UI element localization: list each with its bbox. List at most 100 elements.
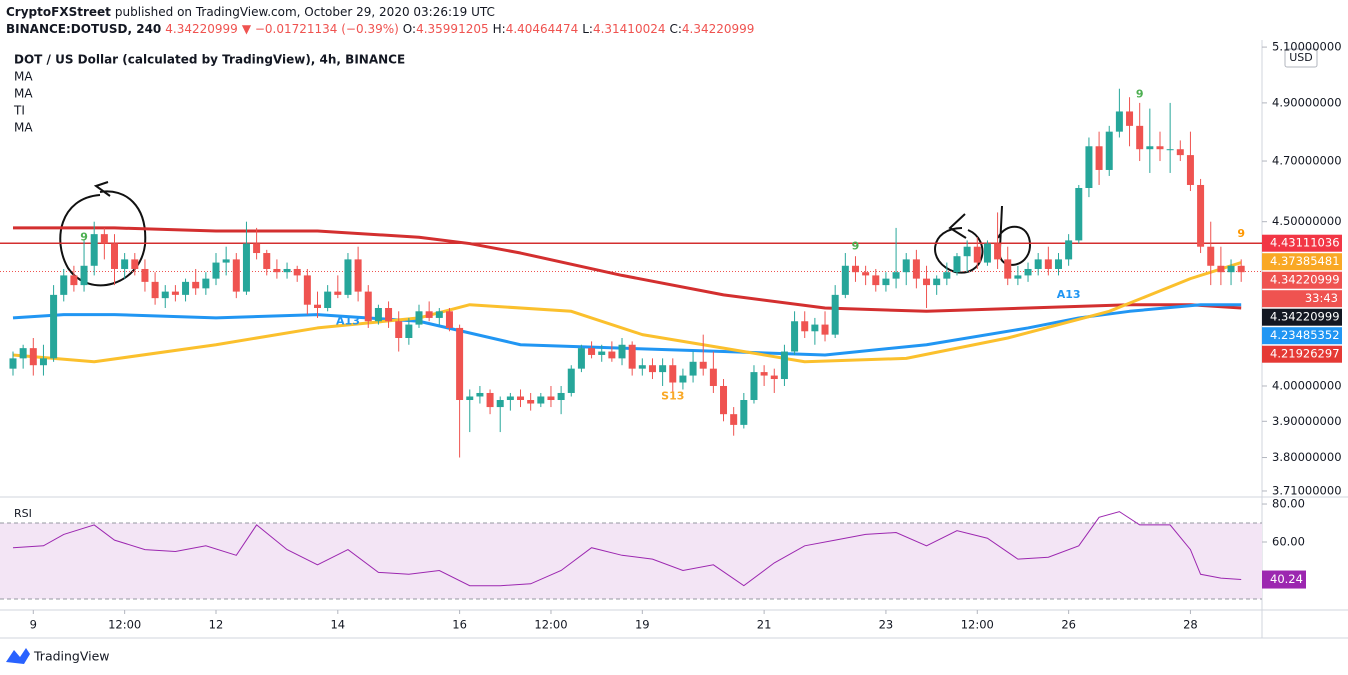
- candle-body: [70, 275, 78, 286]
- candle-body: [750, 372, 758, 401]
- candle-body: [973, 246, 981, 263]
- candle-body: [415, 311, 423, 325]
- header-line: CryptoFXStreet published on TradingView.c…: [6, 5, 495, 19]
- candle-body: [486, 392, 494, 408]
- candle-body: [1065, 240, 1073, 260]
- price-label: 4.37385481: [1270, 254, 1340, 268]
- currency: USD: [1289, 51, 1313, 64]
- candle-body: [618, 344, 626, 359]
- x-tick-label: 23: [879, 618, 894, 632]
- candle-body: [354, 259, 362, 292]
- publisher: CryptoFXStreet: [6, 5, 111, 19]
- candle-body: [435, 311, 443, 318]
- rsi-value-box: [1262, 570, 1306, 589]
- candle-body: [192, 281, 200, 289]
- candle-body: [983, 243, 991, 263]
- rsi-tick-label: 60.00: [1272, 535, 1305, 549]
- candle-body: [1004, 259, 1012, 279]
- footer-logo: TradingView: [6, 648, 110, 664]
- chart-title: DOT / US Dollar (calculated by TradingVi…: [14, 53, 405, 67]
- candle-body: [161, 291, 169, 299]
- candle-body: [1197, 184, 1205, 247]
- candle-body: [1095, 146, 1103, 170]
- logo-icon: [6, 648, 30, 664]
- published: published on TradingView.com, October 29…: [115, 5, 495, 19]
- y-tick-label: 3.80000000: [1272, 450, 1342, 464]
- moving-average: [12, 226, 1242, 313]
- candle-body: [720, 385, 728, 415]
- candle-body: [608, 351, 616, 359]
- rsi-title: RSI: [14, 507, 32, 520]
- candle-body: [699, 361, 707, 369]
- price-label: 4.34220999: [1270, 273, 1340, 287]
- candle-body: [517, 396, 525, 401]
- candle-body: [872, 275, 880, 286]
- ohlc-key: L:: [582, 22, 593, 36]
- price-label-box: [1262, 327, 1342, 345]
- candle-body: [892, 272, 900, 279]
- candle-body: [669, 365, 677, 383]
- hand-circle: [59, 190, 147, 287]
- candle-body: [1156, 146, 1164, 150]
- candle-body: [1237, 265, 1245, 273]
- candle-body: [9, 358, 17, 369]
- indicator: MA: [14, 87, 33, 101]
- candle-body: [1217, 265, 1225, 273]
- moving-average: [12, 303, 1242, 357]
- candle-body: [182, 281, 190, 295]
- candle-body: [506, 396, 514, 401]
- ohlc-key: O:: [403, 22, 416, 36]
- candle-body: [1207, 246, 1215, 266]
- symbol: BINANCE:DOTUSD, 240: [6, 22, 161, 36]
- x-tick-label: 12: [209, 618, 224, 632]
- x-tick-label: 12:00: [534, 618, 567, 632]
- candle-body: [994, 243, 1002, 260]
- change: ▼ −0.01721134 (−0.39%): [242, 22, 399, 36]
- candle-body: [730, 414, 738, 425]
- candle-body: [841, 265, 849, 295]
- ohlc-value: 4.31410024: [593, 22, 666, 36]
- candle-body: [547, 396, 555, 401]
- candle-body: [273, 268, 281, 273]
- price-label-box: [1262, 345, 1342, 363]
- ohlc-value: 4.34220999: [682, 22, 755, 36]
- signal-label: 9: [80, 230, 88, 243]
- price-label: 33:43: [1305, 291, 1338, 305]
- price-label-box: [1262, 234, 1342, 252]
- candle-body: [385, 307, 393, 322]
- x-tick-label: 19: [635, 618, 650, 632]
- candle-body: [912, 259, 920, 279]
- candle-body: [395, 321, 403, 338]
- candle-body: [496, 400, 504, 408]
- hand-arrow: [948, 213, 967, 239]
- candle-body: [29, 348, 37, 366]
- candle-body: [567, 368, 575, 393]
- candle-body: [466, 396, 474, 401]
- signal-label: S13: [661, 389, 684, 402]
- x-tick-label: 21: [757, 618, 772, 632]
- candle-body: [364, 291, 372, 322]
- candle-body: [527, 400, 535, 404]
- y-tick-label: 4.70000000: [1272, 154, 1342, 168]
- ohlc-value: 4.35991205: [416, 22, 489, 36]
- candle-body: [374, 307, 382, 322]
- candle-body: [121, 259, 129, 269]
- candle-body: [679, 375, 687, 383]
- candle-body: [1227, 265, 1235, 273]
- candle-body: [628, 344, 636, 369]
- candle-body: [902, 259, 910, 273]
- rsi-value-label: 40.24: [1270, 572, 1303, 586]
- y-tick-label: 4.50000000: [1272, 214, 1342, 228]
- candle-body: [131, 259, 139, 269]
- y-tick-label: 4.90000000: [1272, 95, 1342, 109]
- candle-body: [202, 278, 210, 289]
- candle-body: [293, 268, 301, 276]
- candle-body: [963, 246, 971, 257]
- indicator: MA: [14, 121, 33, 135]
- candle-body: [171, 291, 179, 295]
- candle-body: [598, 351, 606, 355]
- candle-body: [953, 256, 961, 273]
- price-label-box: [1262, 271, 1342, 289]
- indicator: TI: [13, 104, 25, 118]
